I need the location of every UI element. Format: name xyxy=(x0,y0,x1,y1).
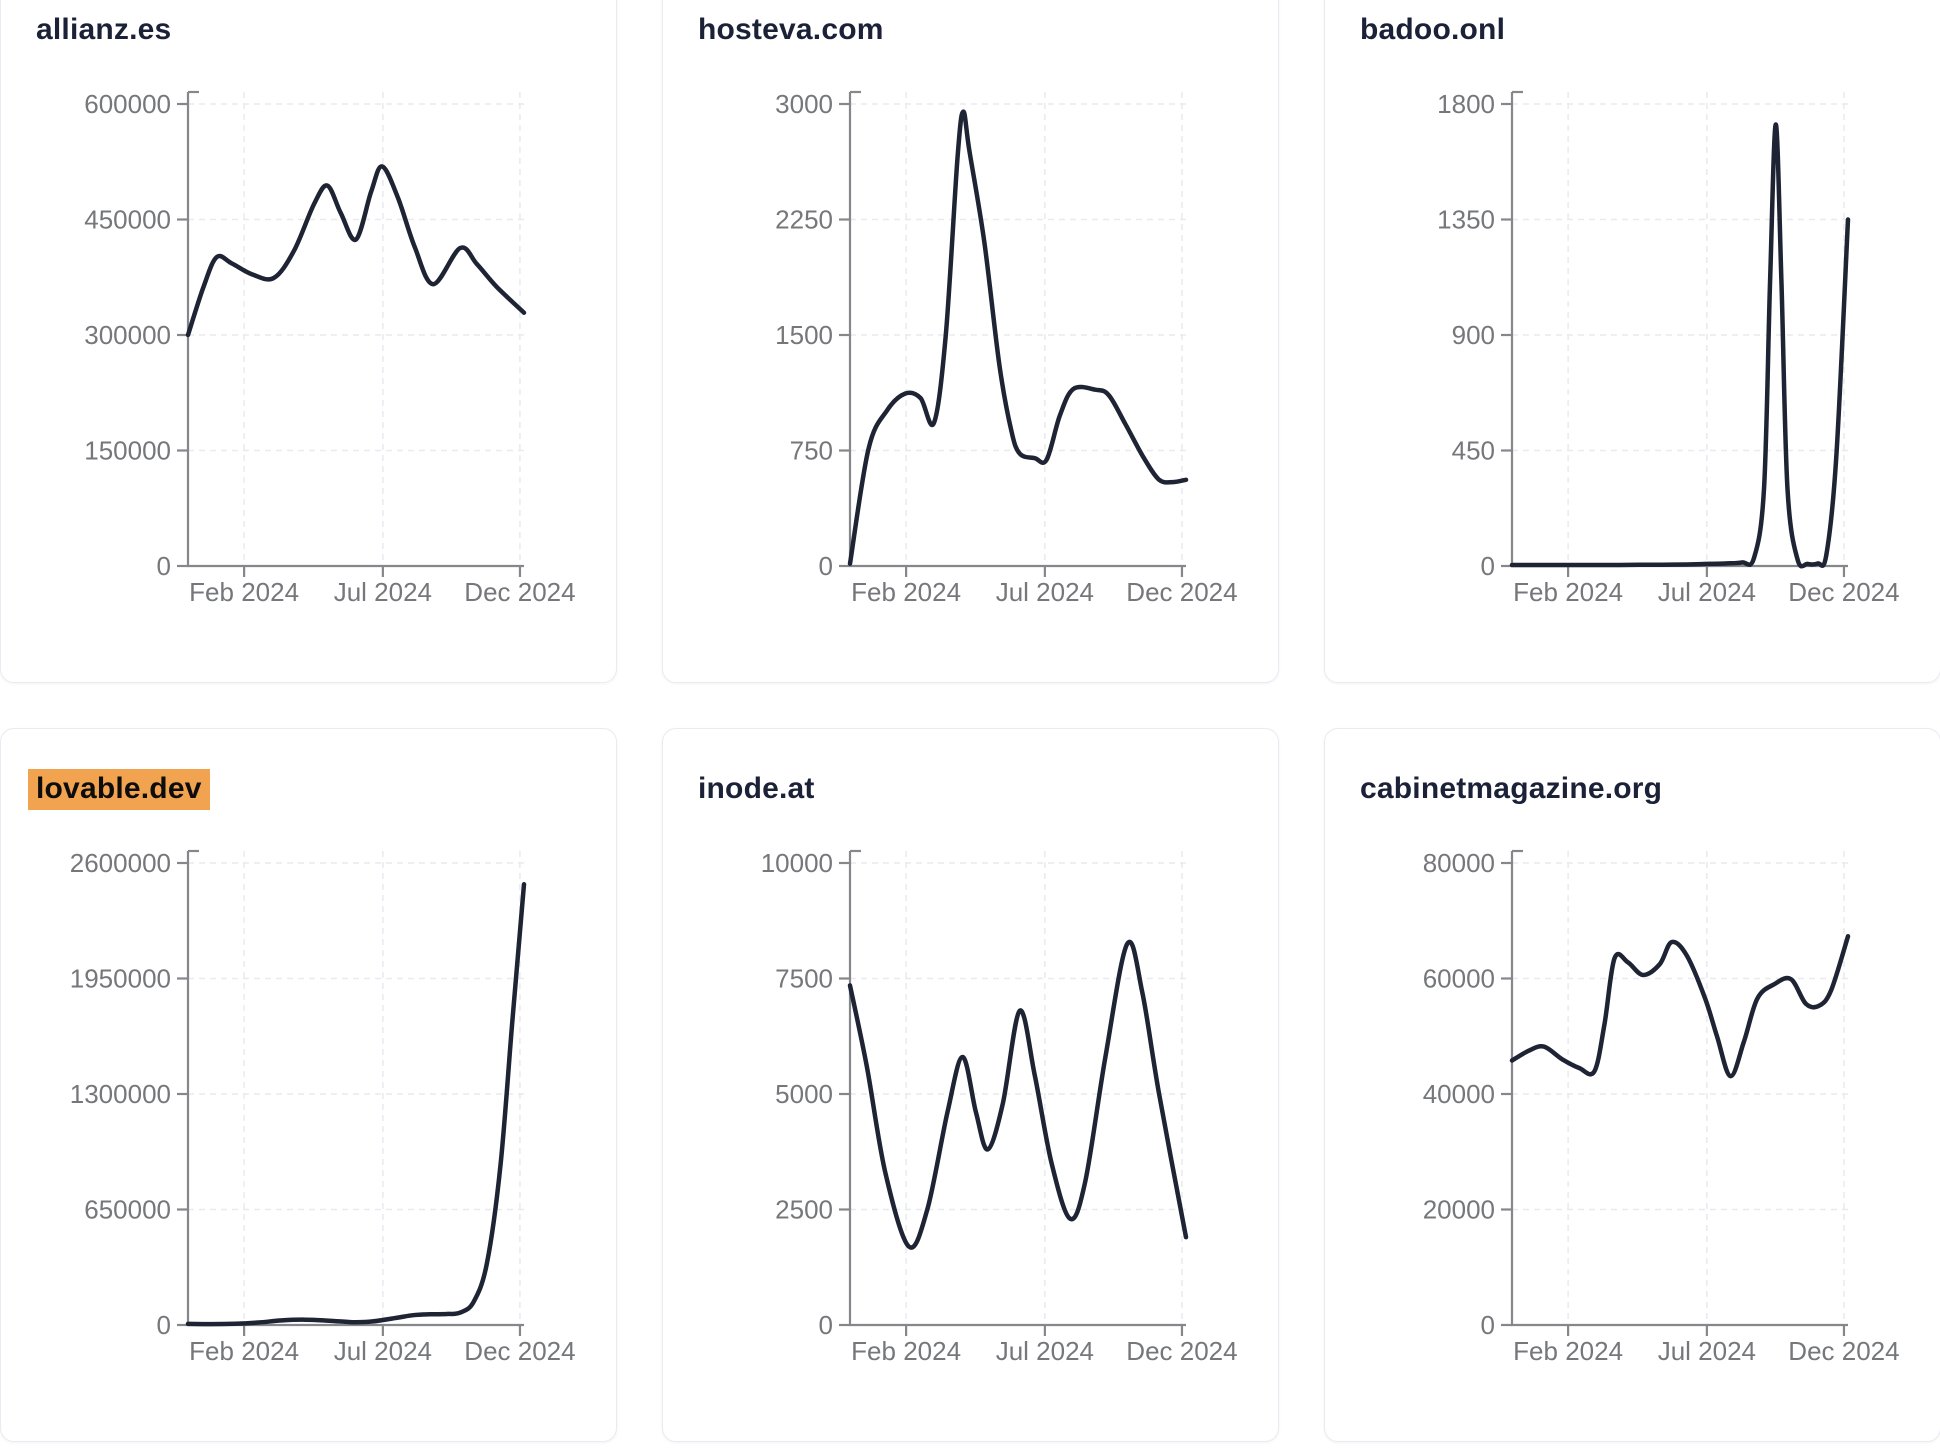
svg-text:20000: 20000 xyxy=(1423,1195,1495,1225)
svg-text:0: 0 xyxy=(157,1310,171,1340)
chart-title: hosteva.com xyxy=(698,13,884,46)
svg-text:1800: 1800 xyxy=(1437,89,1495,119)
svg-text:0: 0 xyxy=(819,551,833,581)
svg-text:Jul 2024: Jul 2024 xyxy=(334,577,432,607)
chart-card-badoo[interactable]: badoo.onl 0 450 900 1350 1800 Feb 2024 Jul 202… xyxy=(1324,0,1940,683)
chart-card-cabinetmagazine[interactable]: cabinetmagazine.org 0 20000 40000 60000 8000… xyxy=(1324,728,1940,1442)
svg-text:2600000: 2600000 xyxy=(70,848,171,878)
svg-text:Jul 2024: Jul 2024 xyxy=(1658,577,1756,607)
svg-text:450000: 450000 xyxy=(84,205,171,235)
svg-text:300000: 300000 xyxy=(84,320,171,350)
chart-title: inode.at xyxy=(698,772,815,805)
svg-text:1500: 1500 xyxy=(775,320,833,350)
svg-text:10000: 10000 xyxy=(761,848,833,878)
chart-card-inode[interactable]: inode.at 0 2500 5000 7500 10000 Feb 2024 Jul 2… xyxy=(662,728,1279,1442)
svg-text:7500: 7500 xyxy=(775,964,833,994)
chart-title-row: allianz.es xyxy=(36,12,171,53)
svg-text:Feb 2024: Feb 2024 xyxy=(851,1336,961,1366)
chart-title: badoo.onl xyxy=(1360,13,1506,46)
svg-text:60000: 60000 xyxy=(1423,964,1495,994)
svg-text:1300000: 1300000 xyxy=(70,1079,171,1109)
svg-text:600000: 600000 xyxy=(84,89,171,119)
svg-text:750: 750 xyxy=(790,436,833,466)
svg-text:Dec 2024: Dec 2024 xyxy=(464,577,575,607)
svg-text:3000: 3000 xyxy=(775,89,833,119)
chart-card-lovable[interactable]: lovable.dev 0 650000 1300000 1950000 2600000… xyxy=(0,728,617,1442)
line-chart: 0 2500 5000 7500 10000 Feb 2024 Jul 2024 Dec 20… xyxy=(761,848,1238,1366)
chart-title-row: badoo.onl xyxy=(1360,12,1505,53)
svg-text:2250: 2250 xyxy=(775,205,833,235)
svg-text:900: 900 xyxy=(1452,320,1495,350)
svg-text:1350: 1350 xyxy=(1437,205,1495,235)
svg-text:Feb 2024: Feb 2024 xyxy=(851,577,961,607)
svg-text:650000: 650000 xyxy=(84,1195,171,1225)
svg-text:80000: 80000 xyxy=(1423,848,1495,878)
svg-text:Feb 2024: Feb 2024 xyxy=(189,1336,299,1366)
chart-title-row: cabinetmagazine.org xyxy=(1360,771,1662,812)
svg-text:5000: 5000 xyxy=(775,1079,833,1109)
svg-text:Dec 2024: Dec 2024 xyxy=(1788,577,1899,607)
svg-text:2500: 2500 xyxy=(775,1195,833,1225)
line-chart: 0 20000 40000 60000 80000 Feb 2024 Jul 2024 Dec… xyxy=(1423,848,1900,1366)
line-chart: 0 650000 1300000 1950000 2600000 Feb 2024 Jul … xyxy=(70,848,576,1366)
svg-text:Dec 2024: Dec 2024 xyxy=(1126,1336,1237,1366)
svg-text:Jul 2024: Jul 2024 xyxy=(996,577,1094,607)
chart-title: cabinetmagazine.org xyxy=(1360,772,1663,805)
svg-text:Jul 2024: Jul 2024 xyxy=(1658,1336,1756,1366)
svg-text:Jul 2024: Jul 2024 xyxy=(334,1336,432,1366)
svg-text:0: 0 xyxy=(819,1310,833,1340)
svg-text:Feb 2024: Feb 2024 xyxy=(1513,1336,1623,1366)
svg-text:Feb 2024: Feb 2024 xyxy=(1513,577,1623,607)
chart-title-row: lovable.dev xyxy=(28,769,210,812)
svg-text:0: 0 xyxy=(157,551,171,581)
line-chart: 0 750 1500 2250 3000 Feb 2024 Jul 2024 Dec 2024 xyxy=(775,89,1237,607)
chart-title: allianz.es xyxy=(36,13,172,46)
svg-text:0: 0 xyxy=(1481,1310,1495,1340)
chart-title-row: hosteva.com xyxy=(698,12,884,53)
svg-text:1950000: 1950000 xyxy=(70,964,171,994)
line-chart: 0 450 900 1350 1800 Feb 2024 Jul 2024 Dec 2024 xyxy=(1437,89,1899,607)
chart-title-row: inode.at xyxy=(698,771,815,812)
svg-text:0: 0 xyxy=(1481,551,1495,581)
chart-card-hosteva[interactable]: hosteva.com 0 750 1500 2250 3000 Feb 2024 Jul … xyxy=(662,0,1279,683)
svg-text:150000: 150000 xyxy=(84,436,171,466)
svg-text:40000: 40000 xyxy=(1423,1079,1495,1109)
svg-text:Jul 2024: Jul 2024 xyxy=(996,1336,1094,1366)
svg-text:Dec 2024: Dec 2024 xyxy=(1126,577,1237,607)
svg-text:Dec 2024: Dec 2024 xyxy=(464,1336,575,1366)
svg-text:Feb 2024: Feb 2024 xyxy=(189,577,299,607)
svg-text:Dec 2024: Dec 2024 xyxy=(1788,1336,1899,1366)
svg-text:450: 450 xyxy=(1452,436,1495,466)
line-chart: 0 150000 300000 450000 600000 Feb 2024 Jul 202… xyxy=(84,89,575,607)
chart-title-highlighted: lovable.dev xyxy=(28,769,210,810)
chart-card-allianz[interactable]: allianz.es 0 150000 300000 450000 600000 Feb … xyxy=(0,0,617,683)
